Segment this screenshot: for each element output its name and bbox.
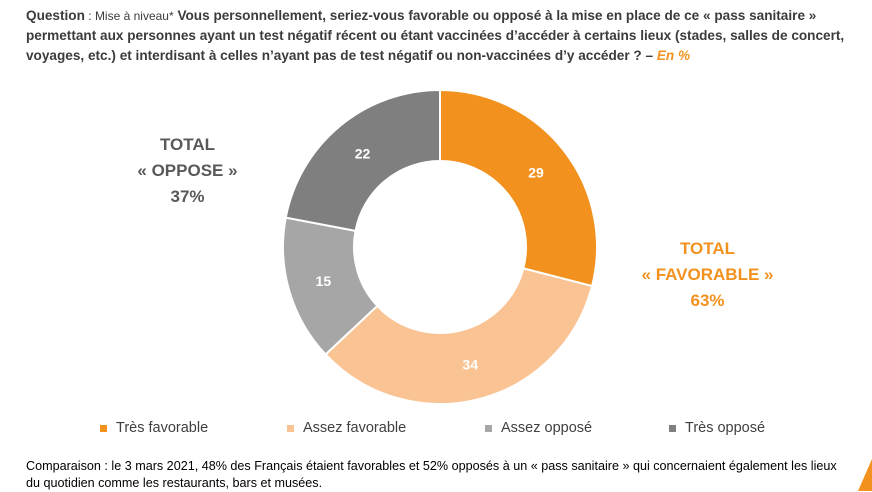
question-block: Question : Mise à niveau* Vous personnel…	[26, 6, 866, 66]
legend-label-tres-oppose: Très opposé	[685, 420, 766, 436]
legend-label-assez-favorable: Assez favorable	[303, 420, 407, 436]
slice-label-assez-oppose: 15	[316, 273, 332, 289]
slice-label-tres-oppose: 22	[355, 145, 371, 161]
corner-decoration	[858, 459, 872, 491]
slice-tres-oppose	[284, 88, 441, 233]
question-unit: En %	[656, 48, 691, 63]
total-favorable: TOTAL « FAVORABLE » 63%	[620, 236, 795, 314]
total-oppose: TOTAL « OPPOSE » 37%	[105, 132, 270, 210]
slice-label-assez-favorable: 34	[462, 357, 478, 373]
legend-item-assez-favorable: Assez favorable	[287, 420, 406, 436]
total-oppose-line2: « OPPOSE »	[137, 161, 238, 180]
total-favorable-value: 63%	[690, 291, 725, 310]
legend-swatch-tres-favorable	[100, 424, 107, 432]
legend-swatch-tres-oppose	[669, 424, 676, 432]
question-separator: :	[84, 9, 95, 23]
question-text: Vous personnellement, seriez-vous favora…	[26, 8, 845, 63]
comparison-note: Comparaison : le 3 mars 2021, 48% des Fr…	[26, 459, 837, 490]
legend-label-assez-oppose: Assez opposé	[501, 420, 593, 436]
question-label: Question	[26, 8, 85, 23]
total-favorable-line2: « FAVORABLE »	[641, 265, 774, 284]
total-oppose-line1: TOTAL	[159, 135, 216, 154]
slice-tres-favorable	[439, 88, 598, 288]
legend-item-tres-favorable: Très favorable	[100, 420, 208, 436]
chart-legend: Très favorable Assez favorable Assez opp…	[0, 420, 872, 442]
legend-label-tres-favorable: Très favorable	[116, 420, 209, 436]
legend-swatch-assez-oppose	[485, 424, 492, 432]
slice-label-tres-favorable: 29	[528, 165, 544, 181]
total-favorable-line1: TOTAL	[679, 239, 736, 258]
legend-item-assez-oppose: Assez opposé	[485, 420, 592, 436]
total-oppose-value: 37%	[170, 187, 205, 206]
legend-swatch-assez-favorable	[287, 424, 294, 432]
slice-assez-favorable	[324, 267, 594, 405]
question-subtitle: Mise à niveau*	[94, 9, 174, 23]
legend-item-tres-oppose: Très opposé	[669, 420, 765, 436]
